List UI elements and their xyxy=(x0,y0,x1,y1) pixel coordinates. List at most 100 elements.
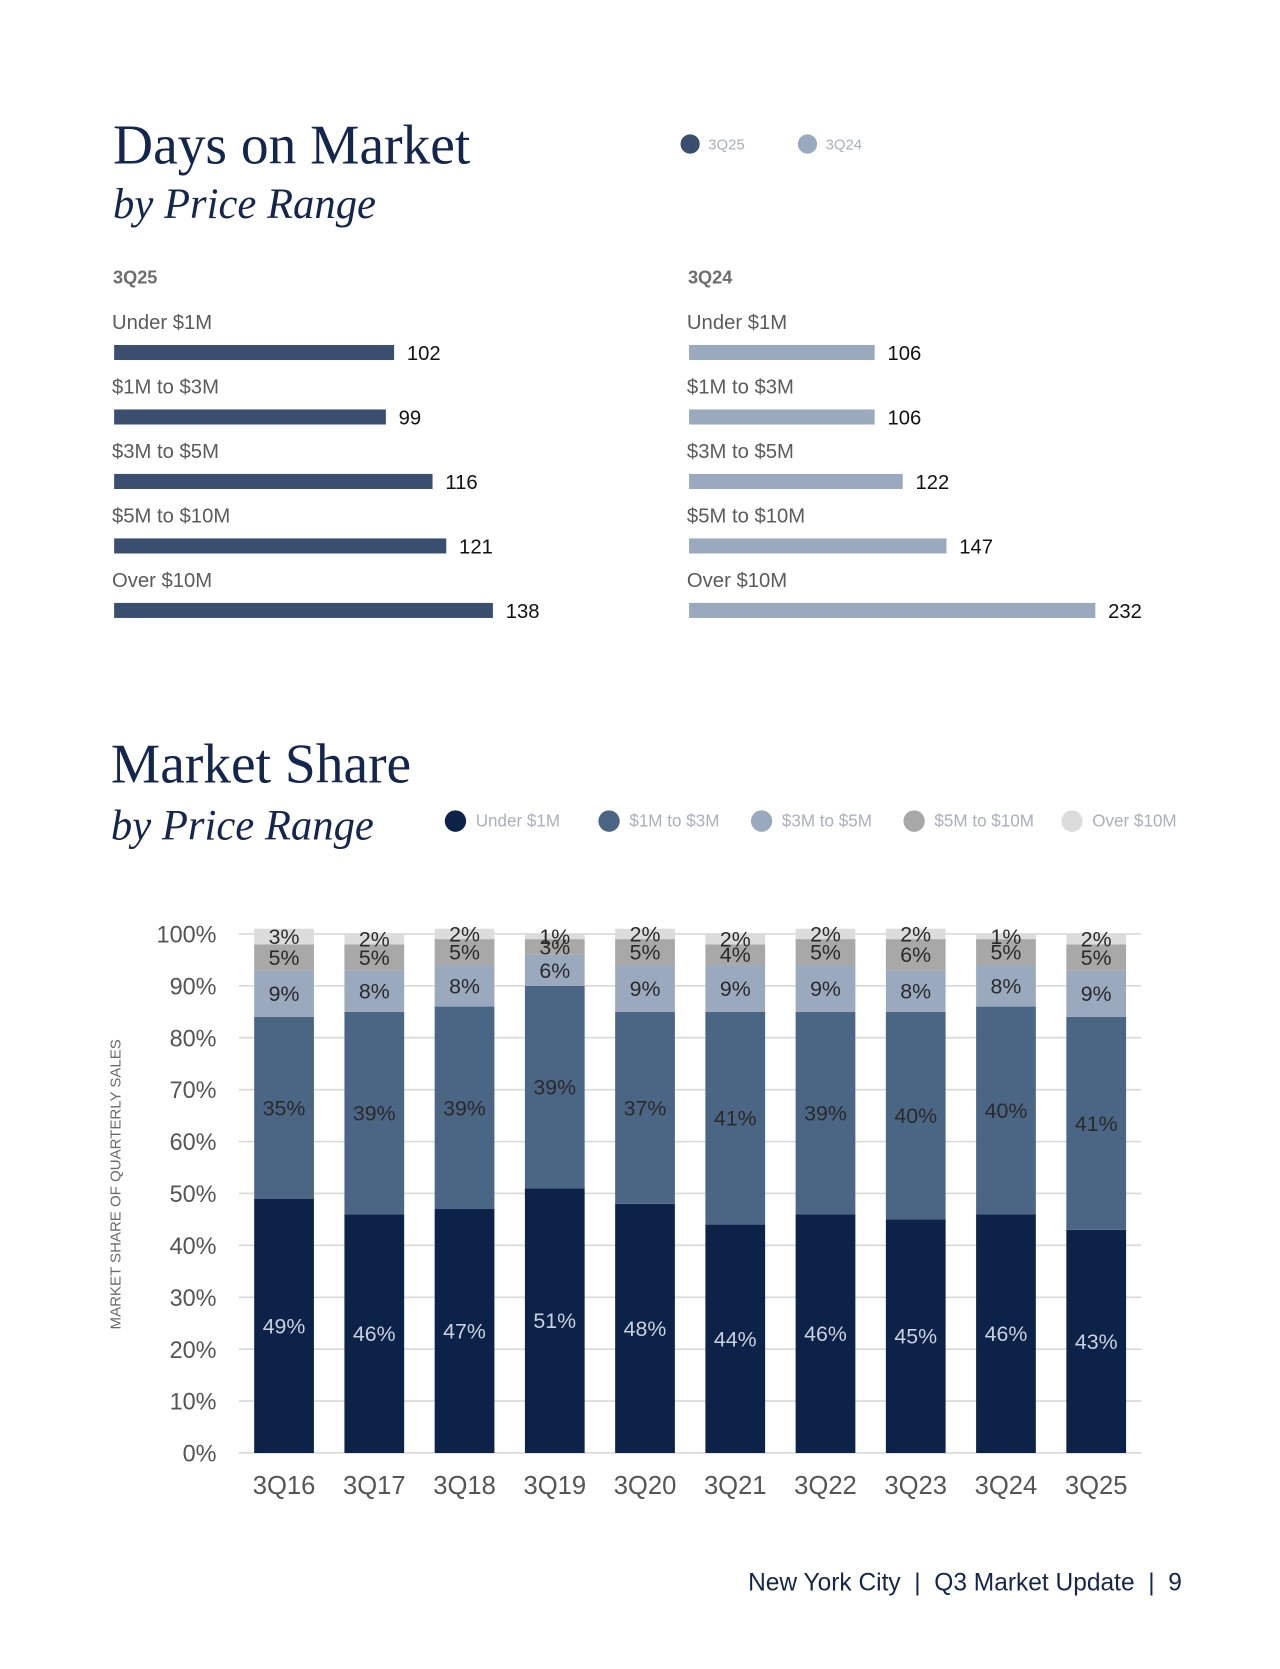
category-label: Over $10M xyxy=(687,570,787,592)
value-label: 121 xyxy=(459,536,493,558)
value-label: 44% xyxy=(714,1327,757,1351)
y-tick-label: 70% xyxy=(170,1077,217,1103)
bar-segment xyxy=(976,1214,1036,1453)
bar-segment xyxy=(976,933,1036,940)
legend-label: $1M to $3M xyxy=(629,810,719,830)
bar-segment xyxy=(705,965,766,1012)
panel-heading: 3Q25 xyxy=(113,268,157,288)
chart-title: Market Share xyxy=(111,733,411,795)
legend-label: 3Q24 xyxy=(826,136,862,153)
value-label: 106 xyxy=(887,407,921,429)
value-label: 8% xyxy=(449,974,480,998)
bar-segment xyxy=(254,1198,314,1453)
value-label: 39% xyxy=(804,1101,847,1125)
bar-segment xyxy=(795,1011,856,1215)
value-label: 106 xyxy=(887,343,921,365)
value-label: 51% xyxy=(533,1309,576,1333)
category-label: $1M to $3M xyxy=(687,376,794,398)
bar-segment xyxy=(254,944,314,971)
y-tick-label: 100% xyxy=(157,921,217,947)
value-label: 8% xyxy=(991,974,1022,998)
value-label: 46% xyxy=(353,1322,396,1346)
x-tick-label: 3Q25 xyxy=(1065,1472,1128,1500)
bar-segment xyxy=(1066,933,1127,945)
bar-segment xyxy=(524,954,585,986)
value-label: 40% xyxy=(985,1099,1028,1123)
bar-segment xyxy=(976,1006,1036,1215)
x-tick-label: 3Q23 xyxy=(884,1472,947,1500)
bar-segment xyxy=(524,933,585,940)
value-label: 122 xyxy=(916,472,950,494)
bar-segment xyxy=(524,939,585,955)
bar-segment xyxy=(434,928,495,940)
y-tick-label: 80% xyxy=(170,1025,217,1051)
value-label: 6% xyxy=(539,959,570,983)
value-label: 2% xyxy=(720,928,751,952)
value-label: 2% xyxy=(449,922,480,946)
bar-segment xyxy=(1066,1229,1127,1453)
value-label: 5% xyxy=(991,941,1022,965)
value-label: 8% xyxy=(359,979,390,1003)
bar xyxy=(689,473,903,489)
bar-segment xyxy=(434,1006,495,1210)
bar-segment xyxy=(615,1011,675,1204)
y-tick-label: 20% xyxy=(170,1337,217,1363)
value-label: 47% xyxy=(443,1319,486,1343)
bar xyxy=(689,409,875,425)
value-label: 35% xyxy=(263,1096,306,1120)
bar-segment xyxy=(434,939,495,966)
legend-label: 3Q25 xyxy=(708,136,744,153)
bar-segment xyxy=(615,928,675,940)
bar-segment xyxy=(434,1209,495,1453)
value-label: 147 xyxy=(959,536,993,558)
y-tick-label: 40% xyxy=(170,1233,217,1259)
value-label: 3% xyxy=(269,925,300,949)
category-label: Over $10M xyxy=(112,570,212,592)
value-label: 43% xyxy=(1075,1330,1118,1354)
legend-marker xyxy=(750,810,773,832)
chart-subtitle: by Price Range xyxy=(111,802,374,849)
bar-segment xyxy=(524,1188,585,1453)
bar-segment xyxy=(705,1224,766,1453)
value-label: 48% xyxy=(624,1317,667,1341)
bar xyxy=(114,602,493,618)
category-label: Under $1M xyxy=(112,312,212,334)
bar-segment xyxy=(885,928,946,940)
value-label: 40% xyxy=(894,1104,937,1128)
value-label: 9% xyxy=(720,977,751,1001)
category-label: $3M to $5M xyxy=(687,441,794,463)
y-tick-label: 30% xyxy=(170,1285,217,1311)
bar-segment xyxy=(254,1016,314,1199)
bar-segment xyxy=(976,965,1036,1007)
bar-segment xyxy=(795,965,856,1012)
value-label: 5% xyxy=(449,941,480,965)
value-label: 49% xyxy=(263,1314,306,1338)
legend-marker xyxy=(797,134,818,154)
category-label: $5M to $10M xyxy=(112,505,230,527)
value-label: 138 xyxy=(506,601,540,623)
bar-segment xyxy=(524,985,585,1189)
bar-segment xyxy=(885,1011,946,1220)
legend-marker xyxy=(1061,810,1083,832)
value-label: 5% xyxy=(1081,946,1112,970)
value-label: 2% xyxy=(1081,928,1112,952)
bar-segment xyxy=(885,1219,946,1453)
bar-segment xyxy=(795,939,856,966)
value-label: 2% xyxy=(900,922,931,946)
bar-segment xyxy=(344,933,405,945)
x-tick-label: 3Q21 xyxy=(704,1472,767,1500)
y-tick-label: 0% xyxy=(183,1441,217,1467)
value-label: 39% xyxy=(353,1101,396,1125)
value-label: 39% xyxy=(443,1096,486,1120)
value-label: 37% xyxy=(624,1096,667,1120)
bar-segment xyxy=(885,939,946,971)
legend-marker xyxy=(680,134,700,154)
value-label: 41% xyxy=(714,1107,757,1131)
value-label: 9% xyxy=(630,977,661,1001)
bar xyxy=(114,538,447,554)
legend-marker xyxy=(903,810,925,832)
bar-segment xyxy=(434,965,495,1007)
category-label: $3M to $5M xyxy=(112,441,219,463)
legend-label: Under $1M xyxy=(476,810,560,830)
legend-marker xyxy=(598,810,620,832)
